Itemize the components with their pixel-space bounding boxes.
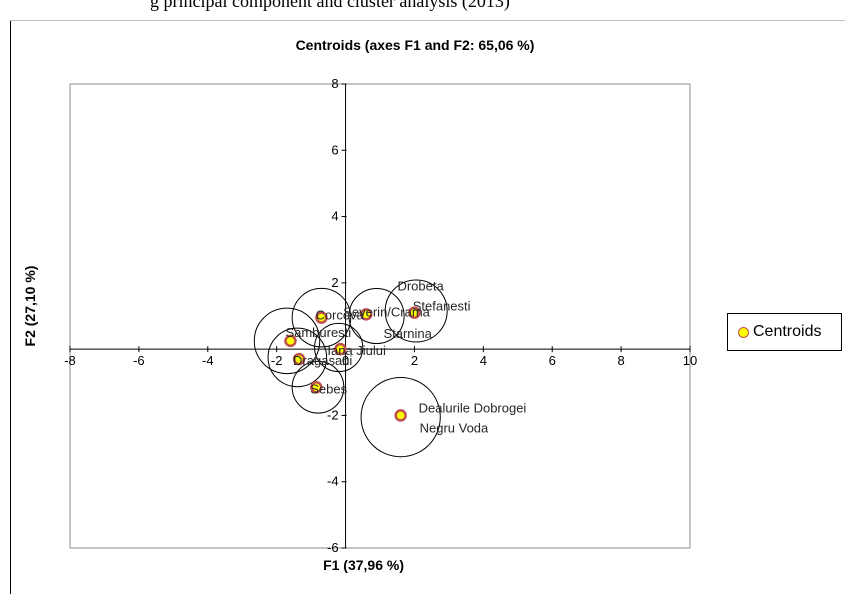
x-tick-label: 2 [411,353,418,368]
y-tick-label: 8 [331,76,338,91]
centroid-point [310,381,323,394]
y-tick-label: 2 [331,275,338,290]
point-label: Corcova [315,308,364,323]
y-tick-label: 4 [331,209,338,224]
x-tick-label: 4 [480,353,487,368]
centroid-point [394,409,407,422]
point-label: Dragasani [293,353,352,368]
point-label: Drobeta [397,279,444,294]
y-tick-label: 6 [331,142,338,157]
frame-border-top [10,20,845,21]
centroid-point [292,352,306,366]
x-tick-label: 10 [683,353,697,368]
point-label-secondary: Stefanesti [413,299,471,314]
point-label: Samburesti [285,325,351,340]
point-label: Sebes [310,381,347,396]
x-tick-label: -4 [202,353,214,368]
cluster-circle [267,327,328,388]
caption-strip: g principal component and cluster analys… [0,0,845,20]
x-tick-label: 8 [617,353,624,368]
point-label-secondary: Starnina [383,326,432,341]
centroid-point [315,311,328,324]
chart-title: Centroids (axes F1 and F2: 65,06 %) [296,37,535,53]
centroid-point [359,308,373,321]
cluster-circle [348,287,405,345]
legend: Centroids [727,313,842,351]
x-tick-label: -8 [64,353,76,368]
y-axis-title: F2 (27,10 %) [22,266,38,347]
legend-marker [738,326,749,338]
plot-area [69,83,691,549]
x-tick-label: -2 [271,353,283,368]
centroid-point [334,342,347,356]
point-label-secondary: Negru Voda [420,421,489,436]
y-tick-label: -4 [327,474,339,489]
cluster-circle [291,287,352,348]
top-caption: g principal component and cluster analys… [150,0,510,11]
legend-label: Centroids [753,323,822,340]
x-tick-label: -6 [133,353,145,368]
point-label: Severin/Crama [343,304,430,319]
point-label: Dealurile Dobrogei [419,400,527,415]
centroid-point [284,334,297,348]
point-label: Iana Jiului [327,343,386,358]
y-tick-label: -2 [327,407,339,422]
cluster-circle [253,307,321,375]
y-tick-label: -6 [327,540,339,555]
x-tick-label: 0 [342,353,349,368]
x-tick-label: 6 [549,353,556,368]
centroid-point [408,306,421,319]
cluster-circle [384,279,448,343]
cluster-circle [360,376,441,458]
frame-border-left [10,20,11,594]
cluster-circle [291,360,345,414]
x-axis-title: F1 (37,96 %) [323,557,404,573]
